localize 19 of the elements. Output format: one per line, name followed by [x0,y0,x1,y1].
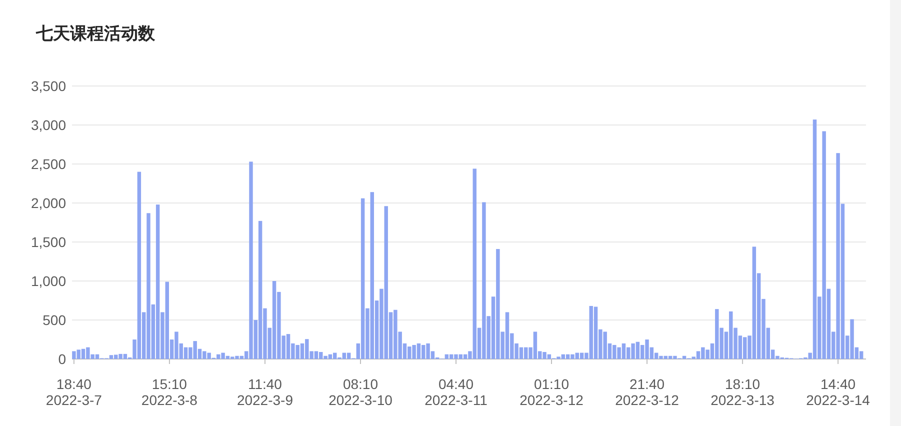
x-tick-label: 04:40 2022-3-11 [424,376,488,408]
x-tick-label: 15:10 2022-3-8 [141,376,198,408]
x-tick-label: 01:10 2022-3-12 [520,376,584,408]
x-tick-label: 21:40 2022-3-12 [615,376,680,408]
x-tick-label: 14:40 2022-3-14 [806,376,870,408]
y-tick-label: 500 [42,312,66,328]
y-tick-label: 1,000 [30,273,66,289]
y-tick-label: 0 [58,351,66,367]
y-tick-label: 3,000 [30,117,66,133]
x-tick-label: 18:10 2022-3-13 [710,376,775,408]
chart-title: 七天课程活动数 [35,24,156,43]
y-tick-label: 2,000 [30,195,66,211]
y-tick-label: 2,500 [30,156,66,172]
bar [859,351,864,359]
y-tick-label: 3,500 [30,78,66,94]
x-tick-label: 08:10 2022-3-10 [328,376,393,408]
x-tick-label: 11:40 2022-3-9 [236,376,294,408]
x-tick-label: 18:40 2022-3-7 [46,376,102,408]
y-tick-label: 1,500 [30,234,66,250]
